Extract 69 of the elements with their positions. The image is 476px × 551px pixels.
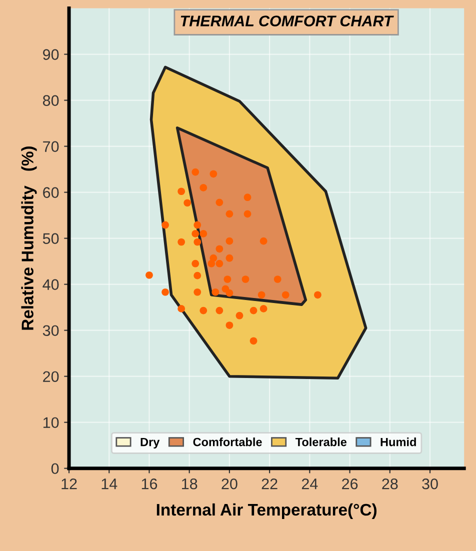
point (178, 188, 185, 196)
point (200, 306, 208, 314)
point (226, 289, 234, 297)
legend-label: Tolerable (295, 438, 347, 446)
y-tick-label: 70 (43, 141, 59, 152)
x-tick-label: 12 (62, 478, 77, 490)
point (250, 337, 258, 345)
point (242, 276, 250, 283)
y-tick-label: 0 (51, 463, 59, 474)
y-axis-title: Relative Humudity (%) (21, 146, 37, 330)
point (226, 254, 234, 262)
point (212, 288, 220, 296)
point (162, 288, 169, 296)
point (258, 291, 266, 299)
point (216, 245, 224, 253)
x-tick-label: 18 (182, 478, 198, 490)
y-tick-label: 20 (43, 371, 59, 382)
x-tick-label: 22 (262, 478, 278, 490)
y-tick-label: 40 (42, 279, 59, 290)
x-tick-label: 30 (422, 478, 438, 490)
point (216, 306, 224, 314)
y-tick-label: 80 (42, 95, 59, 106)
point (192, 168, 200, 176)
point (314, 291, 322, 299)
x-tick-label: 20 (222, 478, 238, 490)
point (226, 322, 234, 329)
point (260, 237, 268, 245)
point (208, 260, 216, 268)
x-tick-label: 24 (302, 478, 318, 490)
legend-label: Comfortable (193, 438, 262, 446)
point (194, 288, 202, 296)
point (178, 305, 185, 312)
point (226, 210, 234, 218)
point (178, 238, 185, 246)
x-axis-title: Internal Air Temperature(°C) (156, 503, 376, 519)
point (216, 198, 224, 206)
x-tick-label: 26 (342, 478, 358, 490)
chart-title: THERMAL COMFORT CHART (180, 16, 394, 26)
point (192, 230, 200, 238)
point (194, 238, 202, 246)
annotation: Humid (380, 438, 416, 446)
annotation: Dry (140, 438, 160, 449)
point (236, 312, 244, 320)
point (244, 210, 252, 218)
point (146, 271, 153, 279)
y-tick-label: 60 (43, 187, 59, 198)
y-tick-label: 30 (42, 325, 59, 336)
y-tick-label: 90 (43, 49, 59, 60)
y-tick-label: 10 (43, 417, 59, 428)
point (226, 237, 234, 245)
point (216, 260, 224, 268)
point (244, 194, 252, 202)
point (200, 184, 208, 192)
point (162, 221, 169, 229)
point (194, 272, 202, 280)
point (210, 170, 218, 178)
point (192, 260, 200, 268)
point (194, 221, 202, 229)
x-tick-label: 14 (102, 478, 118, 490)
point (224, 276, 232, 283)
point (250, 306, 258, 314)
y-tick-label: 50 (42, 233, 59, 244)
point (200, 230, 208, 238)
point (274, 276, 282, 283)
x-tick-label: 16 (142, 478, 158, 490)
point (282, 291, 290, 299)
point (184, 199, 192, 207)
x-tick-label: 28 (382, 478, 398, 490)
point (260, 305, 268, 312)
